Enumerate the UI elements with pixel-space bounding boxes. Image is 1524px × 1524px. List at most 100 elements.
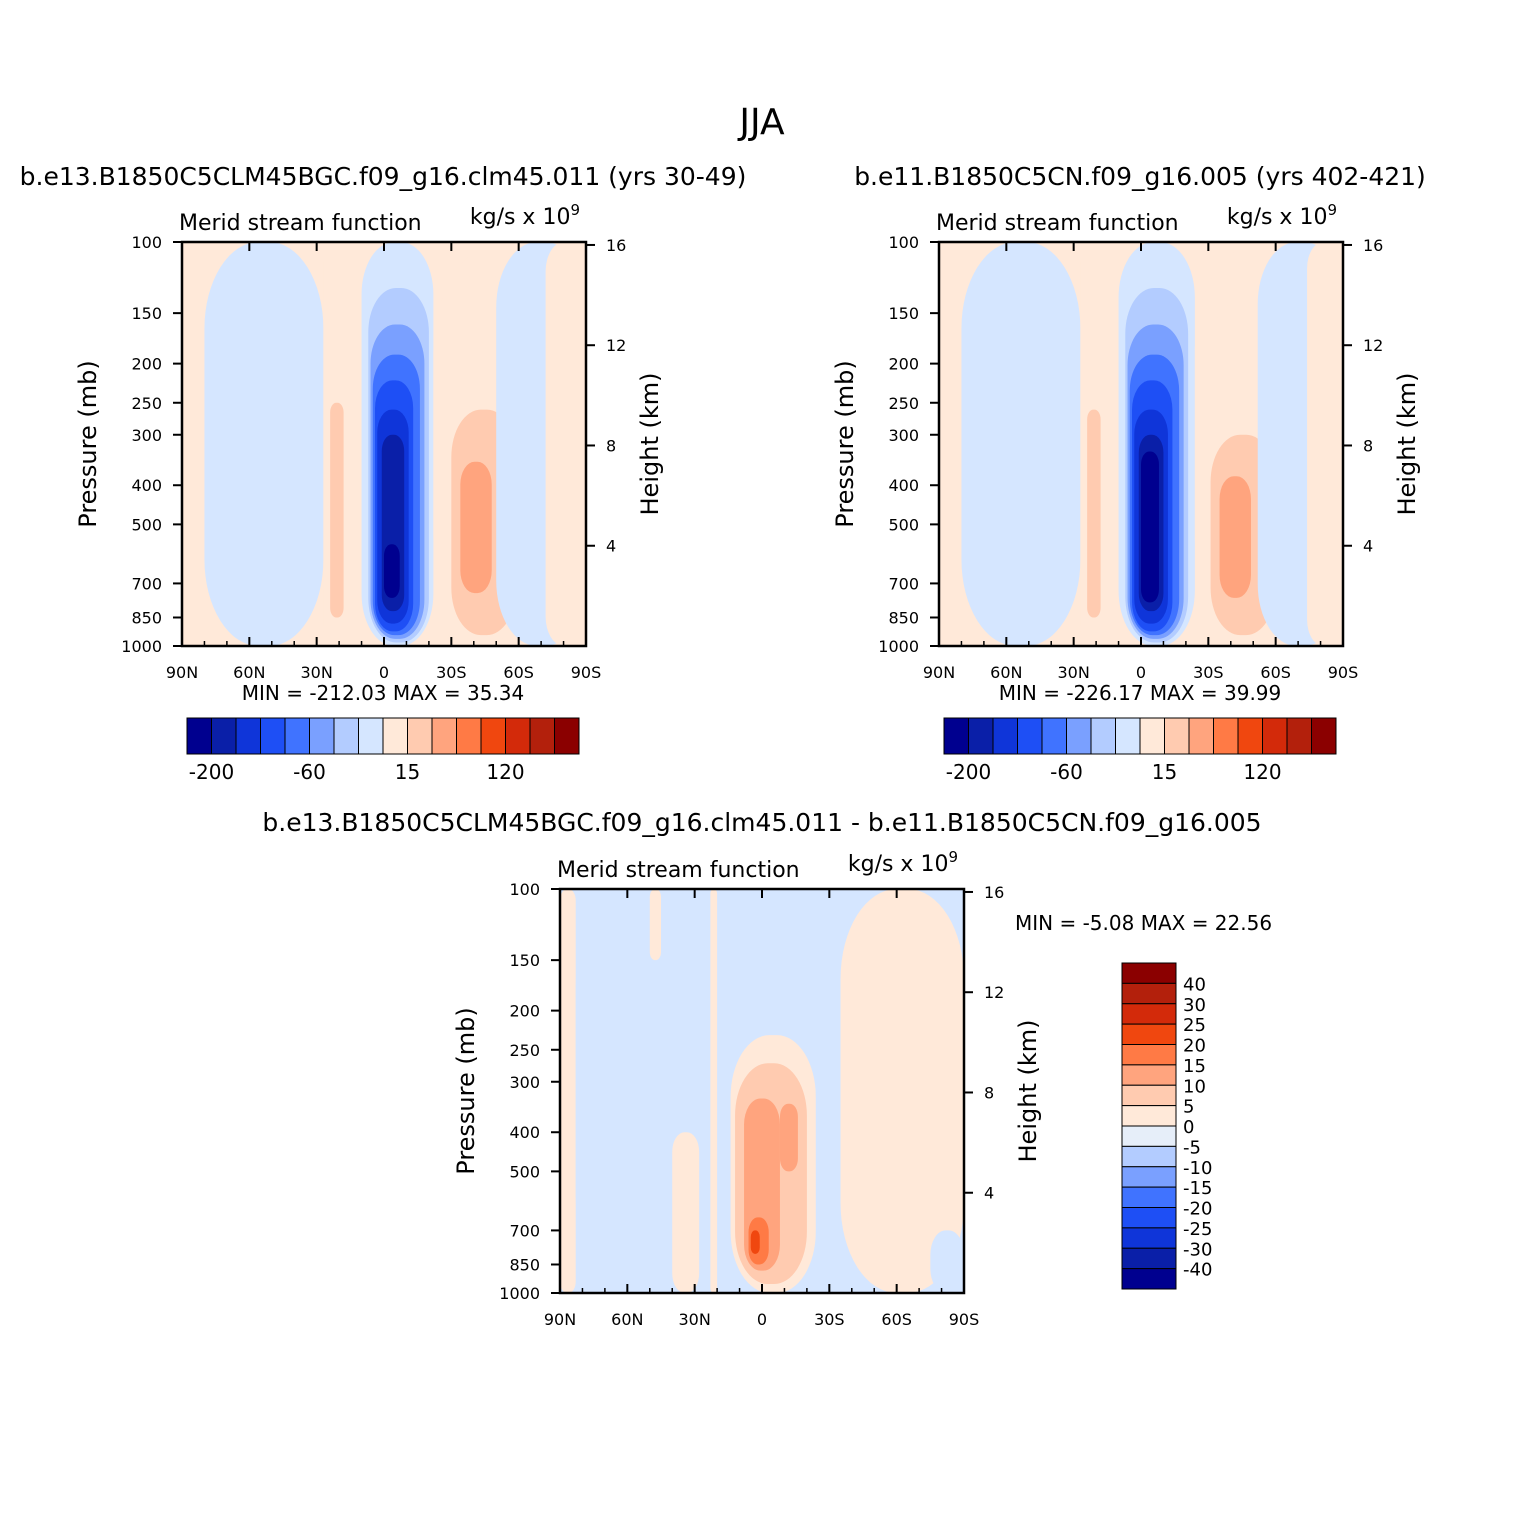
y2-tick-label: 8 (1363, 436, 1373, 455)
contour-region (460, 461, 492, 594)
x-tick-label: 90N (166, 663, 198, 682)
colorbar-label: 40 (1183, 974, 1206, 995)
colorbar-label: -15 (1183, 1178, 1212, 1199)
plot-units: kg/s x 109 (470, 201, 580, 230)
colorbar-label: -20 (1183, 1199, 1212, 1220)
y2-tick-label: 4 (606, 537, 616, 556)
x-tick-label: 90N (923, 663, 955, 682)
colorbar-box (358, 717, 384, 755)
y2-tick-label: 4 (1363, 537, 1373, 556)
y-tick-label: 500 (888, 515, 919, 534)
y2-axis-label: Height (km) (636, 373, 664, 516)
colorbar-box (1121, 1207, 1177, 1229)
colorbar-box (1090, 717, 1116, 755)
contour-region (1087, 409, 1101, 618)
contour-region (330, 402, 344, 618)
y-tick-label: 250 (509, 1041, 540, 1060)
colorbar-label: 25 (1183, 1015, 1206, 1036)
contour-region (815, 960, 841, 1293)
plot-units: kg/s x 109 (1227, 201, 1337, 230)
units-text: kg/s x 10 (470, 205, 571, 230)
contour-region (672, 1132, 700, 1293)
y2-tick-label: 12 (984, 983, 1004, 1002)
y-tick-label: 150 (888, 304, 919, 323)
colorbar-box (1115, 717, 1141, 755)
y-tick-label: 150 (131, 304, 162, 323)
y-tick-label: 850 (131, 608, 162, 627)
colorbar-box (309, 717, 335, 755)
x-tick-label: 30N (679, 1310, 711, 1329)
x-tick-label: 0 (757, 1310, 767, 1329)
contour-region (840, 889, 964, 1293)
y2-tick-label: 12 (606, 336, 626, 355)
figure-title: JJA (737, 102, 785, 143)
colorbar-box (284, 717, 310, 755)
x-tick-label: 60S (1260, 663, 1291, 682)
colorbar-box (1121, 1003, 1177, 1025)
colorbar: -200 -60 15 120 (943, 717, 1337, 784)
plot-subtitle: Merid stream function (557, 858, 800, 883)
y-tick-label: 200 (888, 355, 919, 374)
panel-title: b.e11.B1850C5CN.f09_g16.005 (yrs 402-421… (854, 162, 1426, 191)
plot-units: kg/s x 109 (848, 848, 958, 877)
colorbar-label: -40 (1183, 1260, 1212, 1281)
x-tick-label: 30S (1193, 663, 1224, 682)
colorbar-box (1286, 717, 1312, 755)
colorbar: -200 -60 15 120 (186, 717, 580, 784)
colorbar-label: -10 (1183, 1158, 1212, 1179)
y-tick-label: 1000 (878, 637, 919, 656)
y-tick-label: 400 (131, 476, 162, 495)
units-exponent: 9 (948, 848, 958, 866)
y-tick-label: 250 (888, 394, 919, 413)
colorbar-box (186, 717, 212, 755)
x-tick-label: 30S (436, 663, 467, 682)
colorbar-box (943, 717, 969, 755)
x-tick-label: 60N (611, 1310, 643, 1329)
units-exponent: 9 (570, 201, 580, 219)
y-tick-label: 1000 (121, 637, 162, 656)
y2-tick-label: 8 (606, 436, 616, 455)
colorbar-box (1121, 1044, 1177, 1066)
colorbar-box (1121, 1227, 1177, 1249)
colorbar-box (1121, 1023, 1177, 1045)
x-tick-label: 60N (990, 663, 1022, 682)
y2-tick-label: 16 (606, 236, 626, 255)
colorbar-box (1121, 1145, 1177, 1168)
colorbar-box (1139, 717, 1165, 755)
colorbar-box (1237, 717, 1263, 755)
colorbar-box (1121, 1064, 1177, 1086)
y-tick-label: 250 (131, 394, 162, 413)
contour-region (545, 242, 586, 646)
colorbar-box (235, 717, 261, 755)
y-axis-label: Pressure (mb) (74, 360, 102, 527)
y-tick-label: 500 (131, 515, 162, 534)
colorbar-box (1121, 1084, 1177, 1107)
colorbar-box (529, 717, 555, 755)
contour-region (1307, 242, 1343, 646)
contour-region (560, 889, 576, 1293)
x-tick-label: 30N (1058, 663, 1090, 682)
colorbar-label: 120 (1243, 760, 1281, 784)
contour-region (710, 889, 718, 1293)
contour-region (939, 242, 962, 646)
colorbar-box (1017, 717, 1043, 755)
colorbar-box (1121, 1125, 1177, 1147)
plot-subtitle: Merid stream function (936, 211, 1179, 236)
contour-region (1219, 476, 1251, 598)
y-tick-label: 400 (888, 476, 919, 495)
y-tick-label: 100 (131, 233, 162, 252)
colorbar-box (1121, 1166, 1177, 1188)
x-tick-label: 90S (1328, 663, 1359, 682)
colorbar-label: -5 (1183, 1137, 1201, 1158)
y2-axis-label: Height (km) (1014, 1020, 1042, 1163)
colorbar-label: 10 (1183, 1076, 1206, 1097)
min-max-readout: MIN = -212.03 MAX = 35.34 (242, 681, 525, 705)
colorbar-box (480, 717, 506, 755)
y-tick-label: 1000 (499, 1284, 540, 1303)
y-tick-label: 700 (509, 1221, 540, 1240)
x-tick-label: 30N (301, 663, 333, 682)
y-tick-label: 150 (509, 951, 540, 970)
y-tick-label: 300 (131, 426, 162, 445)
panel-title: b.e13.B1850C5CLM45BGC.f09_g16.clm45.011 … (262, 808, 1261, 837)
